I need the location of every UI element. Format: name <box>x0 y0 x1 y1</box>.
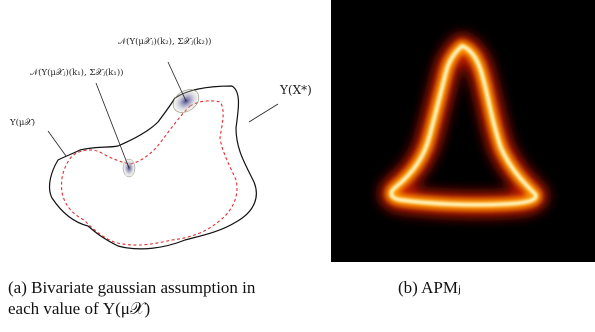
panel-a-diagram <box>47 61 279 250</box>
caption-a-line2: each value of Υ(μ𝒳) <box>8 299 151 318</box>
solid-contour <box>48 85 257 250</box>
pointer-ups-x-star <box>248 103 279 123</box>
pointer-k2 <box>167 61 187 102</box>
label-gaussian-k2: 𝒩(Υ(μ𝒳ⱼ)(k₂), Σ𝒳ⱼ(k₂)) <box>118 37 212 47</box>
caption-a: (a) Bivariate gaussian assumption in eac… <box>8 277 328 319</box>
label-ups-x-star: Υ(X*) <box>280 83 312 97</box>
heatmap-bell-shape <box>379 34 548 217</box>
label-ups-mu: Υ(μ𝒳) <box>10 118 36 128</box>
pointer-ups-mu <box>47 130 67 157</box>
caption-b: (b) APMⱼ <box>398 278 461 297</box>
pointer-k1 <box>95 82 130 169</box>
panel-b-heatmap <box>331 0 595 262</box>
label-gaussian-k1: 𝒩(Υ(μ𝒳ⱼ)(k₁), Σ𝒳ⱼ(k₁)) <box>30 68 124 78</box>
dashed-contour <box>60 100 238 246</box>
caption-a-line1: (a) Bivariate gaussian assumption in <box>8 278 256 297</box>
